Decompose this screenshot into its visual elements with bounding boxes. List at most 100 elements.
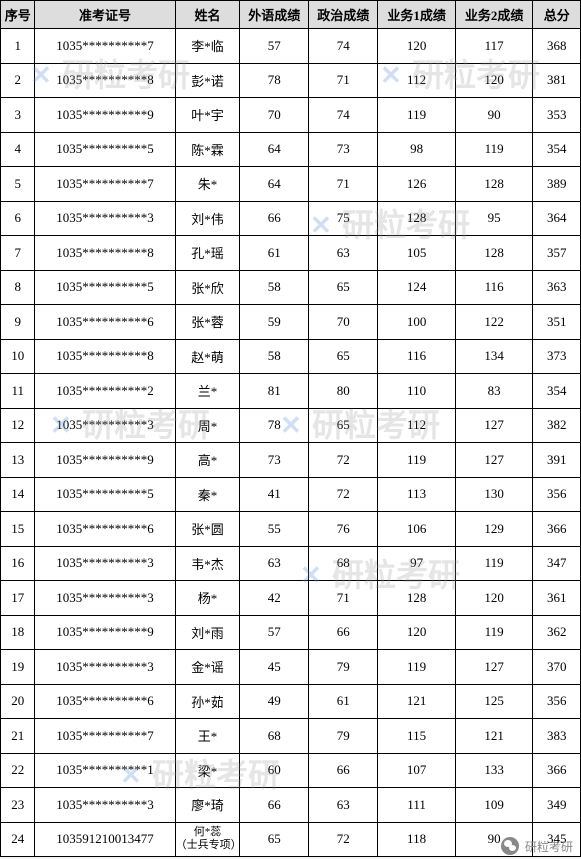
table-row: 61035**********3刘*伟667512895364 xyxy=(1,201,581,236)
table-cell: 1035**********6 xyxy=(35,684,175,719)
table-cell: 彭*诺 xyxy=(175,63,240,98)
table-cell: 368 xyxy=(533,29,581,64)
table-row: 231035**********3廖*琦6663111109349 xyxy=(1,788,581,823)
table-row: 21035**********8彭*诺7871112120381 xyxy=(1,63,581,98)
table-cell: 111 xyxy=(378,788,456,823)
table-cell: 356 xyxy=(533,477,581,512)
table-cell: 389 xyxy=(533,167,581,202)
table-cell: 63 xyxy=(240,546,309,581)
table-cell: 1035**********9 xyxy=(35,615,175,650)
table-cell: 1035**********5 xyxy=(35,132,175,167)
table-cell: 1035**********3 xyxy=(35,408,175,443)
table-cell: 361 xyxy=(533,581,581,616)
table-cell: 79 xyxy=(309,719,378,754)
wechat-label: 研粒考研 xyxy=(525,838,573,855)
table-cell: 15 xyxy=(1,512,35,547)
table-cell: 118 xyxy=(378,822,456,857)
table-cell: 20 xyxy=(1,684,35,719)
table-cell: 100 xyxy=(378,305,456,340)
table-cell: 370 xyxy=(533,650,581,685)
table-cell: 113 xyxy=(378,477,456,512)
table-cell: 1035**********6 xyxy=(35,305,175,340)
table-cell: 127 xyxy=(455,443,533,478)
table-cell: 22 xyxy=(1,753,35,788)
table-cell: 109 xyxy=(455,788,533,823)
table-cell: 133 xyxy=(455,753,533,788)
table-cell: 9 xyxy=(1,305,35,340)
table-cell: 130 xyxy=(455,477,533,512)
table-cell: 21 xyxy=(1,719,35,754)
table-cell: 周* xyxy=(175,408,240,443)
table-cell: 赵*萌 xyxy=(175,339,240,374)
table-cell: 357 xyxy=(533,236,581,271)
col-header-name: 姓名 xyxy=(175,1,240,29)
table-cell: 80 xyxy=(309,374,378,409)
table-cell: 347 xyxy=(533,546,581,581)
table-row: 41035**********5陈*霖647398119354 xyxy=(1,132,581,167)
table-cell: 65 xyxy=(309,270,378,305)
table-cell: 119 xyxy=(378,650,456,685)
table-cell: 76 xyxy=(309,512,378,547)
table-cell: 66 xyxy=(309,753,378,788)
table-cell: 何*蕊（士兵专项） xyxy=(175,822,240,857)
table-cell: 16 xyxy=(1,546,35,581)
table-cell: 124 xyxy=(378,270,456,305)
table-cell: 23 xyxy=(1,788,35,823)
table-cell: 秦* xyxy=(175,477,240,512)
table-cell: 73 xyxy=(309,132,378,167)
table-cell: 97 xyxy=(378,546,456,581)
table-cell: 112 xyxy=(378,63,456,98)
table-cell: 71 xyxy=(309,167,378,202)
table-cell: 19 xyxy=(1,650,35,685)
table-cell: 349 xyxy=(533,788,581,823)
table-cell: 116 xyxy=(455,270,533,305)
table-cell: 128 xyxy=(455,167,533,202)
table-cell: 105 xyxy=(378,236,456,271)
table-cell: 孔*瑶 xyxy=(175,236,240,271)
table-row: 81035**********5张*欣5865124116363 xyxy=(1,270,581,305)
table-row: 111035**********2兰*818011083354 xyxy=(1,374,581,409)
table-cell: 65 xyxy=(309,339,378,374)
table-cell: 119 xyxy=(455,546,533,581)
table-cell: 65 xyxy=(240,822,309,857)
table-cell: 1035**********7 xyxy=(35,29,175,64)
table-cell: 119 xyxy=(455,615,533,650)
col-header-foreign: 外语成绩 xyxy=(240,1,309,29)
table-cell: 63 xyxy=(309,788,378,823)
table-cell: 119 xyxy=(378,443,456,478)
table-cell: 高* xyxy=(175,443,240,478)
table-cell: 366 xyxy=(533,753,581,788)
score-table: 序号 准考证号 姓名 外语成绩 政治成绩 业务1成绩 业务2成绩 总分 1103… xyxy=(0,0,581,857)
table-cell: 68 xyxy=(240,719,309,754)
table-row: 131035**********9高*7372119127391 xyxy=(1,443,581,478)
table-cell: 18 xyxy=(1,615,35,650)
table-cell: 49 xyxy=(240,684,309,719)
table-cell: 129 xyxy=(455,512,533,547)
table-cell: 金*谣 xyxy=(175,650,240,685)
table-cell: 95 xyxy=(455,201,533,236)
table-cell: 127 xyxy=(455,408,533,443)
table-cell: 128 xyxy=(378,201,456,236)
table-row: 181035**********9刘*雨5766120119362 xyxy=(1,615,581,650)
table-cell: 6 xyxy=(1,201,35,236)
table-cell: 128 xyxy=(378,581,456,616)
table-cell: 1035**********8 xyxy=(35,339,175,374)
table-cell: 363 xyxy=(533,270,581,305)
table-cell: 120 xyxy=(378,615,456,650)
table-cell: 李*临 xyxy=(175,29,240,64)
table-cell: 1035**********9 xyxy=(35,443,175,478)
table-cell: 7 xyxy=(1,236,35,271)
table-cell: 353 xyxy=(533,98,581,133)
table-row: 191035**********3金*谣4579119127370 xyxy=(1,650,581,685)
table-cell: 71 xyxy=(309,63,378,98)
table-cell: 115 xyxy=(378,719,456,754)
table-cell: 362 xyxy=(533,615,581,650)
table-cell: 59 xyxy=(240,305,309,340)
table-cell: 61 xyxy=(309,684,378,719)
table-cell: 72 xyxy=(309,477,378,512)
table-cell: 74 xyxy=(309,29,378,64)
table-cell: 106 xyxy=(378,512,456,547)
table-cell: 119 xyxy=(378,98,456,133)
table-cell: 81 xyxy=(240,374,309,409)
table-cell: 1035**********7 xyxy=(35,719,175,754)
